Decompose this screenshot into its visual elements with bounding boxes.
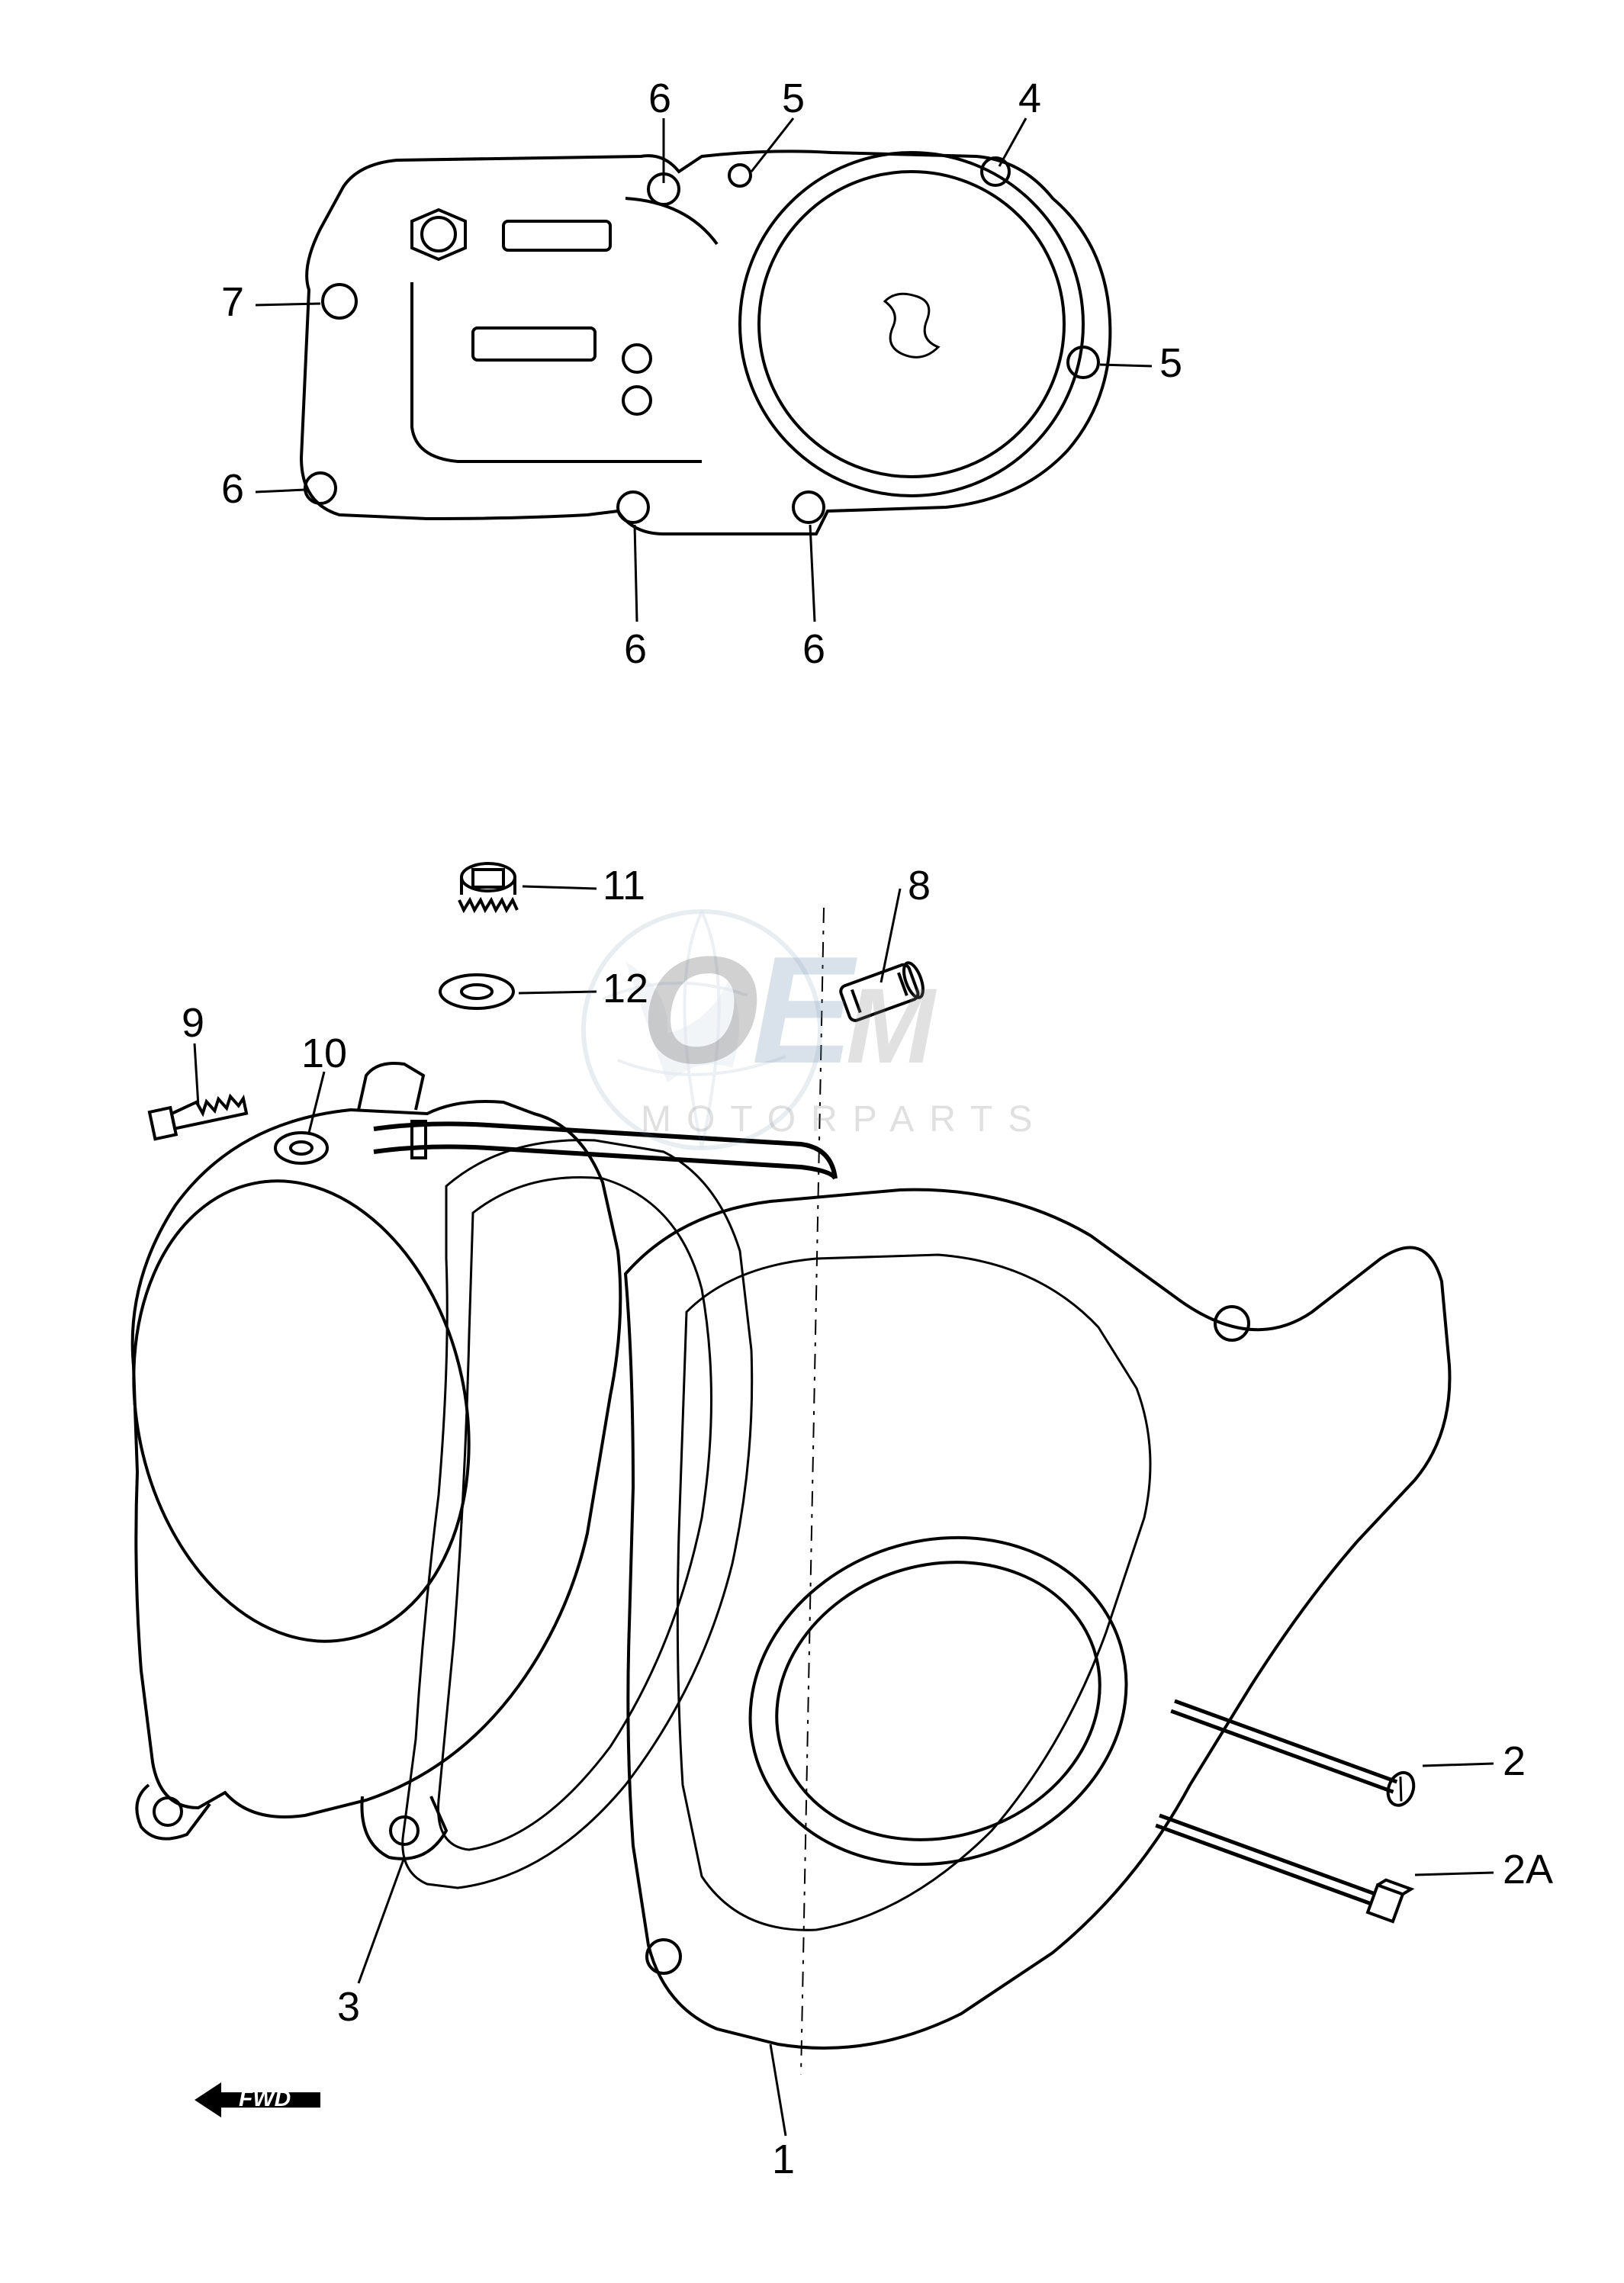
- callout-5-right: 5: [1159, 339, 1182, 387]
- parts-diagram: OEM MOTORPARTS 6 5 4 7 5 6 6 6 11 8 12 9…: [0, 0, 1624, 2283]
- callout-6-bottom-a: 6: [624, 625, 647, 673]
- callout-1: 1: [772, 2136, 795, 2183]
- callout-10: 10: [301, 1030, 347, 1077]
- upper-cover-part: [301, 151, 1110, 534]
- fwd-text: FWD: [239, 2086, 291, 2111]
- callout-2a: 2A: [1503, 1846, 1553, 1893]
- callout-8: 8: [908, 862, 931, 909]
- callout-2: 2: [1503, 1738, 1526, 1785]
- callout-6-top-left: 6: [648, 75, 671, 122]
- callout-4: 4: [1018, 75, 1041, 122]
- technical-drawing: [0, 0, 1624, 2283]
- callout-9: 9: [182, 999, 204, 1047]
- callout-5-top: 5: [782, 75, 805, 122]
- callout-12: 12: [603, 965, 648, 1012]
- callout-6-left: 6: [221, 465, 244, 513]
- fwd-badge: FWD: [187, 2071, 339, 2132]
- callout-6-bottom-b: 6: [802, 625, 825, 673]
- callout-3: 3: [337, 1983, 360, 2031]
- callout-11: 11: [603, 862, 645, 909]
- callout-7: 7: [221, 278, 244, 326]
- lower-assembly-part: [92, 863, 1449, 2075]
